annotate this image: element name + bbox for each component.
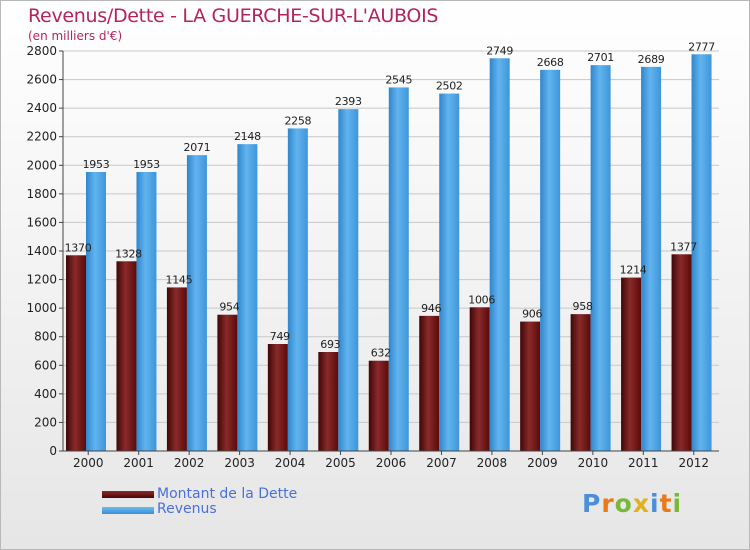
debt-bar <box>469 307 490 451</box>
x-tick-label: 2008 <box>477 456 508 470</box>
x-tick-label: 2002 <box>174 456 205 470</box>
x-tick-label: 2011 <box>628 456 659 470</box>
revenue-value-label: 2545 <box>385 73 412 86</box>
debt-bar <box>671 254 692 451</box>
debt-value-label: 1145 <box>166 273 193 286</box>
y-tick-label: 2800 <box>26 44 57 58</box>
debt-bar <box>267 344 288 451</box>
revenue-bar <box>489 58 510 452</box>
proxiti-logo: Proxiti <box>582 489 683 518</box>
y-tick-label: 1200 <box>26 273 57 287</box>
y-tick-label: 400 <box>34 387 57 401</box>
y-tick-label: 1800 <box>26 187 57 201</box>
debt-value-label: 1377 <box>670 240 697 253</box>
debt-value-label: 946 <box>421 302 441 315</box>
x-tick-label: 2000 <box>73 456 104 470</box>
debt-value-label: 1370 <box>65 241 92 254</box>
revenue-value-label: 2071 <box>184 141 211 154</box>
y-tick-label: 600 <box>34 358 57 372</box>
legend-label-revenue: Revenus <box>157 501 217 517</box>
y-tick-label: 1400 <box>26 244 57 258</box>
revenue-bar <box>388 87 409 451</box>
debt-value-label: 1006 <box>468 293 495 306</box>
revenue-value-label: 2689 <box>638 53 665 66</box>
revenue-bar <box>136 172 157 451</box>
revenue-bar <box>86 172 106 451</box>
revenue-value-label: 2668 <box>537 56 564 69</box>
revenue-bar <box>540 69 561 451</box>
debt-value-label: 693 <box>320 338 340 351</box>
revenue-value-label: 1953 <box>133 158 160 171</box>
y-tick-label: 2400 <box>26 101 57 115</box>
debt-value-label: 749 <box>270 330 290 343</box>
y-tick-label: 2200 <box>26 130 57 144</box>
debt-bar <box>570 314 591 451</box>
y-tick-label: 800 <box>34 330 57 344</box>
debt-value-label: 954 <box>219 301 239 314</box>
debt-value-label: 1214 <box>620 264 647 277</box>
y-tick-label: 2600 <box>26 73 57 87</box>
revenue-value-label: 2258 <box>284 114 311 127</box>
debt-bar <box>318 352 339 451</box>
y-tick-label: 200 <box>34 415 57 429</box>
revenue-bar <box>287 128 308 451</box>
debt-bar <box>66 255 86 451</box>
debt-bar <box>520 321 541 451</box>
revenue-bar <box>590 65 611 452</box>
x-tick-label: 2010 <box>578 456 609 470</box>
revenue-bar <box>237 144 258 451</box>
debt-bar <box>368 360 389 451</box>
debt-bar <box>116 261 137 451</box>
x-tick-label: 2012 <box>678 456 709 470</box>
y-tick-label: 2000 <box>26 158 57 172</box>
legend-swatch-debt <box>102 491 154 498</box>
y-tick-label: 1600 <box>26 215 57 229</box>
debt-bar <box>166 287 187 451</box>
revenue-value-label: 2502 <box>436 80 463 93</box>
revenue-value-label: 2701 <box>587 51 614 64</box>
revenue-bar <box>691 54 712 452</box>
revenue-bar <box>186 155 207 451</box>
x-tick-label: 2001 <box>123 456 154 470</box>
debt-value-label: 632 <box>371 347 391 360</box>
y-tick-label: 0 <box>49 444 57 458</box>
revenue-value-label: 1953 <box>83 158 110 171</box>
legend-label-debt: Montant de la Dette <box>157 486 298 502</box>
revenue-bar <box>338 109 359 452</box>
debt-value-label: 906 <box>522 308 542 321</box>
debt-value-label: 958 <box>573 300 593 313</box>
revenue-value-label: 2749 <box>486 44 513 57</box>
revenue-value-label: 2777 <box>688 40 715 53</box>
debt-bar <box>419 315 440 451</box>
debt-value-label: 1328 <box>115 247 142 260</box>
x-tick-label: 2003 <box>224 456 255 470</box>
chart-subtitle: (en milliers d'€) <box>28 29 123 43</box>
x-tick-label: 2004 <box>275 456 306 470</box>
debt-bar <box>621 277 642 451</box>
x-tick-label: 2009 <box>527 456 558 470</box>
debt-bar <box>217 314 238 451</box>
x-tick-label: 2007 <box>426 456 457 470</box>
revenue-bar <box>439 93 460 452</box>
chart-title: Revenus/Dette - LA GUERCHE-SUR-L'AUBOIS <box>28 5 439 27</box>
revenue-bar <box>641 66 662 451</box>
legend-swatch-revenue <box>102 507 154 514</box>
x-tick-label: 2006 <box>376 456 407 470</box>
x-tick-label: 2005 <box>325 456 356 470</box>
revenue-value-label: 2393 <box>335 95 362 108</box>
y-tick-label: 1000 <box>26 301 57 315</box>
revenue-value-label: 2148 <box>234 130 261 143</box>
